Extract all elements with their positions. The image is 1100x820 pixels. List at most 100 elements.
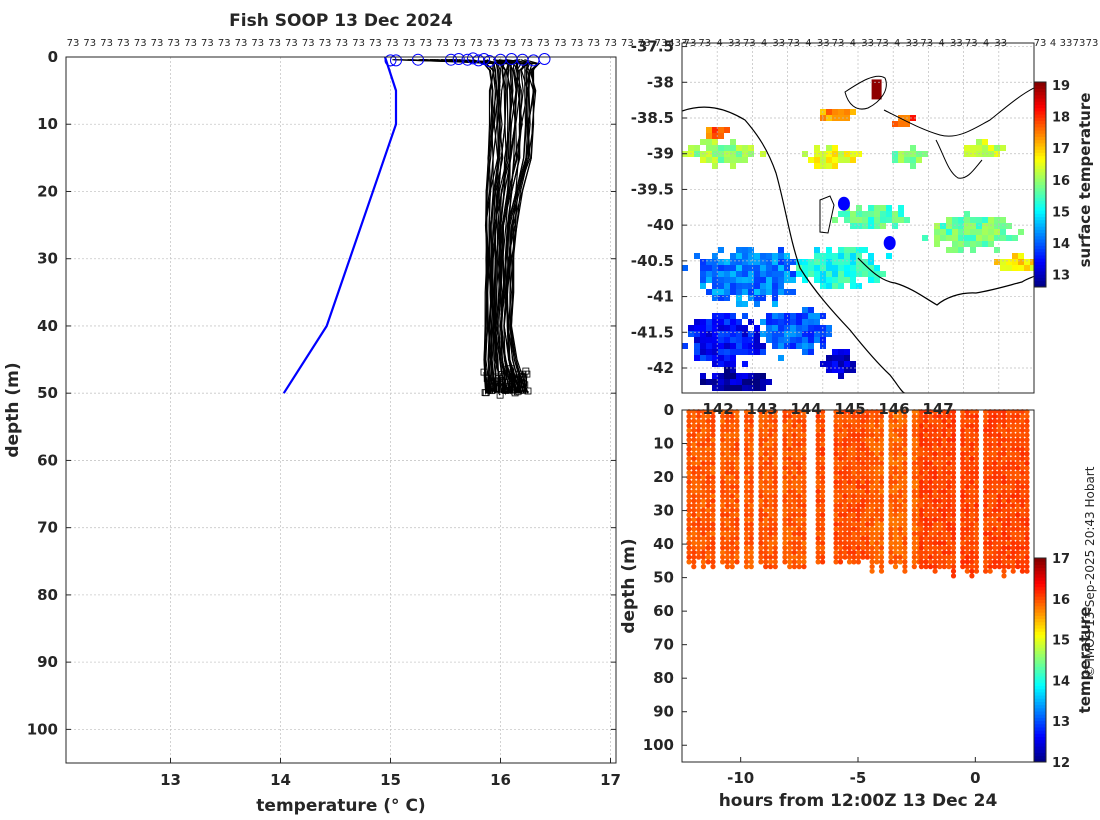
section-point — [846, 474, 853, 480]
section-point — [837, 507, 844, 513]
sst-cell — [736, 259, 742, 265]
sst-cell — [736, 157, 742, 163]
section-point — [1010, 531, 1016, 537]
section-point — [869, 493, 875, 499]
sst-cell — [748, 265, 754, 271]
section-point — [743, 559, 750, 565]
section-point — [1010, 526, 1016, 532]
section-point — [911, 554, 917, 560]
section-point — [973, 427, 980, 433]
section-point — [748, 540, 754, 546]
section-point — [878, 540, 885, 546]
section-point — [743, 526, 750, 532]
section-point — [911, 521, 917, 527]
section-point — [1019, 549, 1025, 556]
section-point — [833, 446, 839, 452]
section-point — [964, 446, 970, 452]
section-point — [729, 465, 735, 471]
section-point — [791, 423, 798, 429]
section-point — [937, 423, 943, 429]
section-colorbar-segment — [1034, 685, 1046, 690]
section-point — [710, 512, 716, 518]
section-point — [932, 413, 938, 419]
section-point — [902, 493, 908, 499]
section-point — [946, 474, 952, 480]
sst-cell — [976, 217, 982, 223]
section-point — [855, 474, 862, 480]
surface-point — [390, 54, 402, 67]
section-point — [964, 479, 970, 485]
section-point — [902, 554, 908, 560]
sst-cell — [712, 337, 718, 343]
profile-y-tick-label: 30 — [37, 250, 58, 268]
sst-cell — [820, 343, 826, 349]
sst-cell — [898, 151, 904, 157]
sst-cell — [946, 235, 952, 241]
profile-top-label: 73 — [151, 38, 164, 49]
section-point — [705, 526, 711, 532]
section-point — [1001, 517, 1007, 523]
section-point — [1006, 437, 1012, 443]
section-point — [724, 507, 731, 513]
section-point — [696, 437, 702, 443]
section-point — [932, 427, 938, 433]
section-point — [902, 470, 908, 476]
section-point — [748, 488, 754, 495]
section-point — [902, 559, 908, 565]
section-point — [855, 456, 862, 462]
section-point — [710, 470, 716, 476]
section-point — [763, 484, 769, 490]
section-point — [918, 540, 925, 546]
section-point — [833, 460, 839, 466]
section-point — [748, 554, 754, 560]
section-point — [969, 460, 975, 466]
section-point — [842, 493, 848, 499]
section-point — [691, 479, 697, 485]
sst-cell — [742, 337, 748, 343]
sst-cell — [1018, 265, 1024, 271]
sst-cell — [790, 337, 796, 343]
section-point — [941, 446, 947, 452]
sst-cell — [718, 319, 724, 325]
sst-cell — [730, 361, 736, 367]
section-point — [973, 554, 980, 560]
sst-cell — [712, 379, 718, 385]
sst-cell — [790, 343, 796, 349]
sst-cell — [706, 157, 712, 163]
sst-cell — [712, 361, 718, 367]
section-point — [1001, 545, 1007, 551]
section-point — [860, 479, 866, 485]
section-point — [892, 479, 899, 485]
section-point — [767, 507, 774, 513]
section-point — [911, 474, 917, 480]
section-point — [1019, 451, 1025, 457]
section-colorbar-segment — [1034, 586, 1046, 591]
sst-cell — [712, 313, 718, 319]
section-point — [748, 502, 754, 509]
section-point — [1015, 451, 1021, 457]
section-point — [842, 507, 848, 513]
sst-cell — [706, 151, 712, 157]
section-point — [763, 540, 769, 546]
section-point — [710, 413, 716, 419]
section-point — [782, 535, 788, 542]
section-point — [700, 456, 707, 462]
section-point — [801, 437, 807, 443]
section-point — [729, 488, 735, 495]
section-point — [700, 535, 707, 542]
map-colorbar-segment — [1034, 280, 1046, 285]
section-point — [946, 456, 952, 462]
section-point — [787, 427, 793, 433]
section-point — [973, 456, 980, 462]
sst-cell — [724, 355, 730, 361]
sst-cell — [838, 265, 844, 271]
section-point — [734, 493, 740, 499]
section-point — [833, 479, 839, 485]
sst-cell — [712, 331, 718, 337]
section-point — [705, 423, 711, 429]
section-point — [1010, 413, 1016, 419]
section-point — [691, 437, 697, 443]
section-point — [705, 521, 711, 527]
section-point — [820, 493, 826, 499]
section-point — [992, 521, 998, 527]
